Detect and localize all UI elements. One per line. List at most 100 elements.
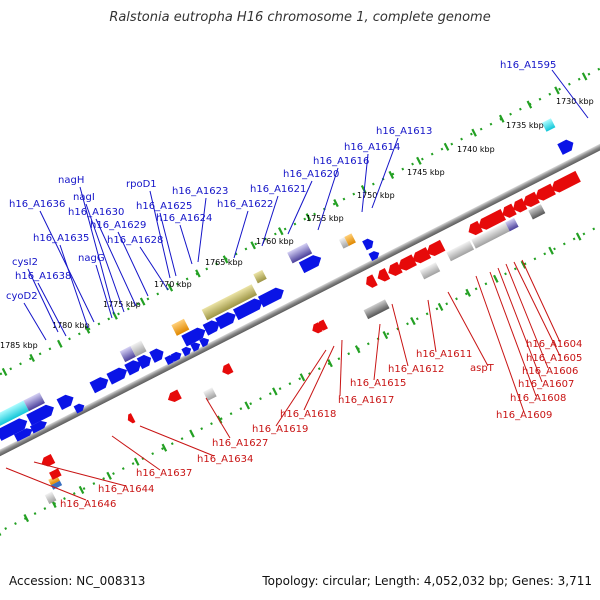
reverse-gene[interactable] — [375, 268, 391, 284]
forward-gene[interactable] — [89, 374, 111, 394]
forward-gene[interactable] — [73, 402, 87, 414]
forward-gene[interactable] — [202, 318, 223, 336]
feature-block[interactable] — [201, 284, 258, 321]
reverse-gene[interactable] — [49, 468, 62, 480]
forward-gene-label[interactable]: h16_A1628 — [107, 235, 163, 246]
reverse-gene[interactable] — [510, 198, 528, 215]
forward-gene[interactable] — [215, 309, 238, 330]
feature-block[interactable] — [338, 237, 349, 249]
reverse-gene[interactable] — [549, 170, 581, 195]
feature-block[interactable] — [363, 299, 390, 320]
reverse-gene-label[interactable]: h16_A1627 — [212, 438, 268, 449]
forward-gene[interactable] — [181, 325, 208, 347]
feature-block[interactable] — [471, 222, 510, 249]
reverse-gene-label[interactable]: h16_A1618 — [280, 409, 336, 420]
feature-block[interactable] — [23, 392, 45, 412]
forward-gene[interactable] — [368, 249, 382, 261]
forward-gene-label[interactable]: cyoD2 — [6, 291, 38, 302]
forward-gene[interactable] — [170, 350, 184, 362]
forward-gene[interactable] — [190, 341, 202, 352]
reverse-gene-label[interactable]: h16_A1615 — [350, 378, 406, 389]
forward-gene-label[interactable]: h16_A1636 — [9, 199, 65, 210]
forward-gene[interactable] — [257, 285, 287, 308]
reverse-gene[interactable] — [363, 274, 378, 289]
forward-gene-label[interactable]: h16_A1625 — [136, 201, 192, 212]
reverse-gene-label[interactable]: h16_A1646 — [60, 499, 116, 510]
reverse-gene[interactable] — [220, 363, 234, 376]
forward-gene-label[interactable]: h16_A1622 — [217, 199, 273, 210]
reverse-gene[interactable] — [520, 191, 540, 210]
reverse-gene[interactable] — [424, 239, 446, 259]
reverse-gene-label[interactable]: h16_A1605 — [526, 353, 582, 364]
forward-gene[interactable] — [26, 402, 56, 426]
feature-block[interactable] — [130, 340, 147, 357]
feature-block[interactable] — [203, 387, 217, 401]
forward-gene[interactable] — [106, 365, 129, 385]
forward-gene[interactable] — [232, 296, 265, 321]
reverse-gene[interactable] — [166, 389, 182, 404]
feature-block[interactable] — [541, 118, 556, 132]
reverse-gene[interactable] — [466, 220, 483, 238]
reverse-gene-label[interactable]: h16_A1637 — [136, 468, 192, 479]
forward-gene[interactable] — [362, 237, 375, 251]
forward-gene-label[interactable]: h16_A1621 — [250, 184, 306, 195]
forward-gene[interactable] — [298, 252, 324, 274]
forward-gene[interactable] — [136, 353, 154, 370]
forward-gene[interactable] — [199, 336, 211, 348]
feature-block[interactable] — [446, 240, 475, 262]
reverse-gene-label[interactable]: h16_A1609 — [496, 410, 552, 421]
forward-gene-label[interactable]: nagI — [73, 192, 95, 203]
feature-block[interactable] — [505, 217, 519, 232]
reverse-gene-label[interactable]: aspT — [470, 363, 495, 374]
reverse-gene-label[interactable]: h16_A1612 — [388, 364, 444, 375]
forward-gene[interactable] — [0, 416, 30, 441]
feature-block[interactable] — [253, 269, 267, 284]
reverse-gene-label[interactable]: h16_A1607 — [518, 379, 574, 390]
forward-gene[interactable] — [29, 419, 49, 434]
forward-gene[interactable] — [124, 358, 144, 376]
reverse-gene-label[interactable]: h16_A1611 — [416, 349, 472, 360]
forward-gene[interactable] — [56, 392, 77, 411]
feature-block[interactable] — [287, 242, 313, 264]
forward-gene-label[interactable]: h16_A1624 — [156, 213, 212, 224]
forward-gene-label[interactable]: h16_A1613 — [376, 126, 432, 137]
forward-gene[interactable] — [13, 426, 35, 442]
reverse-gene[interactable] — [310, 322, 323, 335]
forward-gene-label[interactable]: h16_A1595 — [500, 60, 556, 71]
forward-gene-label[interactable]: h16_A1629 — [90, 220, 146, 231]
feature-block[interactable] — [48, 475, 60, 486]
forward-gene-label[interactable]: cysI2 — [12, 257, 38, 268]
feature-block[interactable] — [528, 204, 546, 220]
reverse-gene-label[interactable]: h16_A1608 — [510, 393, 566, 404]
feature-block[interactable] — [344, 233, 356, 246]
reverse-gene[interactable] — [410, 247, 432, 266]
forward-gene-label[interactable]: h16_A1616 — [313, 156, 369, 167]
forward-gene-label[interactable]: h16_A1638 — [15, 271, 71, 282]
feature-block[interactable] — [419, 262, 441, 280]
forward-gene-label[interactable]: nagG — [78, 253, 105, 264]
forward-gene[interactable] — [557, 137, 576, 155]
feature-block[interactable] — [0, 400, 29, 433]
forward-gene-label[interactable]: h16_A1623 — [172, 186, 228, 197]
forward-gene-label[interactable]: h16_A1620 — [283, 169, 339, 180]
forward-gene-label[interactable]: nagH — [58, 175, 84, 186]
forward-gene-label[interactable]: h16_A1614 — [344, 142, 400, 153]
feature-block[interactable] — [44, 491, 57, 505]
forward-gene[interactable] — [149, 346, 166, 363]
reverse-gene-label[interactable]: h16_A1619 — [252, 424, 308, 435]
reverse-gene-label[interactable]: h16_A1606 — [522, 366, 578, 377]
feature-block[interactable] — [119, 346, 136, 363]
forward-gene[interactable] — [181, 345, 193, 357]
reverse-gene-label[interactable]: h16_A1644 — [98, 484, 154, 495]
feature-block[interactable] — [171, 318, 190, 336]
reverse-gene-label[interactable]: h16_A1634 — [197, 454, 253, 465]
forward-gene-label[interactable]: rpoD1 — [126, 179, 157, 190]
reverse-gene[interactable] — [500, 203, 517, 221]
reverse-gene-label[interactable]: h16_A1617 — [338, 395, 394, 406]
reverse-gene[interactable] — [126, 413, 136, 425]
reverse-gene[interactable] — [395, 254, 417, 273]
reverse-gene[interactable] — [386, 261, 403, 279]
forward-gene-label[interactable]: h16_A1635 — [33, 233, 89, 244]
reverse-gene[interactable] — [39, 453, 56, 469]
reverse-gene[interactable] — [533, 183, 556, 204]
